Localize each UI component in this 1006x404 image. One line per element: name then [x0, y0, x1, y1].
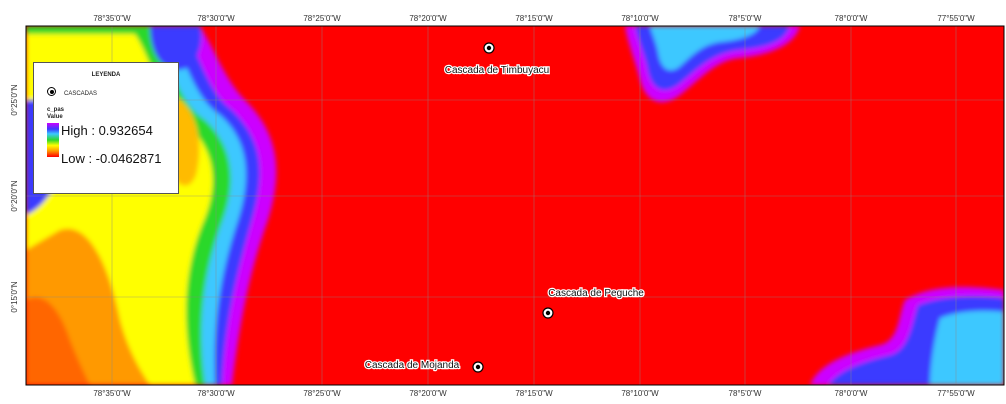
waterfall-marker-mojanda[interactable]: Cascada de Mojanda — [363, 359, 484, 373]
graticule — [26, 26, 1004, 385]
legend-low-value: Low : -0.0462871 — [61, 151, 162, 166]
left-tick: 0°25'0"N — [10, 84, 19, 115]
bottom-tick: 78°35'0"W — [93, 389, 131, 398]
legend-high-value: High : 0.932654 — [61, 123, 153, 138]
legend-field-name: c_pas — [47, 107, 65, 113]
bottom-tick: 78°10'0"W — [621, 389, 659, 398]
waterfall-marker-timbuyacu[interactable]: Cascada de Timbuyacu — [443, 42, 551, 77]
bottom-tick: 78°15'0"W — [515, 389, 553, 398]
bottom-axis: 78°35'0"W 78°30'0"W 78°25'0"W 78°20'0"W … — [93, 389, 975, 398]
bottom-tick: 78°30'0"W — [197, 389, 235, 398]
place-label-timbuyacu: Cascada de Timbuyacu — [445, 65, 550, 76]
waterfall-marker-peguche[interactable]: Cascada de Peguche — [542, 287, 646, 319]
top-tick: 78°15'0"W — [515, 14, 553, 23]
legend-symbol-label: CASCADAS — [64, 91, 98, 97]
bottom-tick: 78°0'0"W — [835, 389, 868, 398]
left-axis: 0°25'0"N 0°20'0"N 0°15'0"N — [10, 84, 19, 312]
bottom-tick: 78°25'0"W — [303, 389, 341, 398]
legend-panel: LEYENDA CASCADAS c_pas Value High : 0.93… — [33, 62, 179, 194]
map-frame — [25, 25, 1005, 386]
top-tick: 78°35'0"W — [93, 14, 131, 23]
waterfall-symbol-icon — [47, 87, 56, 96]
top-tick: 78°30'0"W — [197, 14, 235, 23]
place-label-peguche: Cascada de Peguche — [548, 288, 644, 299]
place-label-mojanda: Cascada de Mojanda — [365, 360, 460, 371]
top-tick: 78°20'0"W — [409, 14, 447, 23]
legend-title: LEYENDA — [91, 72, 121, 78]
left-tick: 0°15'0"N — [10, 281, 19, 312]
top-tick: 77°55'0"W — [937, 14, 975, 23]
top-tick: 78°0'0"W — [835, 14, 868, 23]
left-tick: 0°20'0"N — [10, 180, 19, 211]
bottom-tick: 78°20'0"W — [409, 389, 447, 398]
color-ramp — [47, 123, 59, 157]
legend-value-label: Value — [47, 114, 63, 120]
bottom-tick: 77°55'0"W — [937, 389, 975, 398]
top-tick: 78°25'0"W — [303, 14, 341, 23]
top-tick: 78°5'0"W — [729, 14, 762, 23]
top-axis: 78°35'0"W 78°30'0"W 78°25'0"W 78°20'0"W … — [93, 14, 975, 23]
top-tick: 78°10'0"W — [621, 14, 659, 23]
bottom-tick: 78°5'0"W — [729, 389, 762, 398]
